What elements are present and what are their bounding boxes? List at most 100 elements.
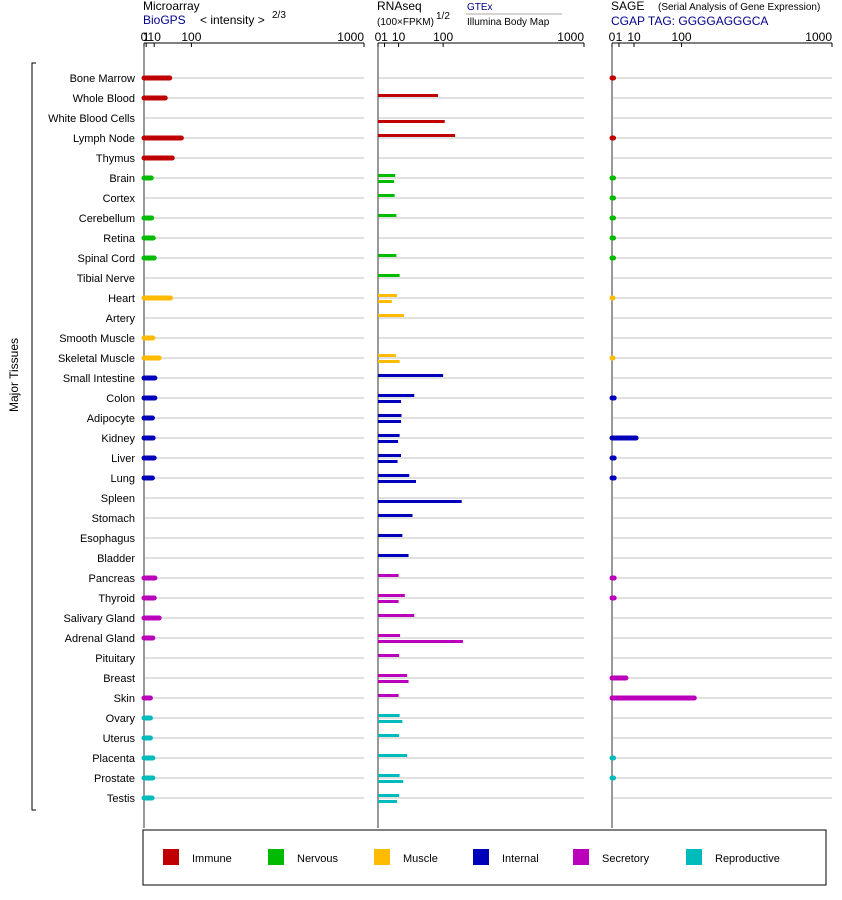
sage-tick-label: 10 [627, 30, 641, 44]
tissue-labels: Bone Marrow Whole Blood White Blood Cells L… [48, 73, 136, 805]
rnaseq-illumina-bar [378, 420, 402, 423]
tissue-label: Lymph Node [73, 133, 135, 145]
rnaseq-gtex-bar [378, 454, 402, 457]
legend-swatch-immune [163, 849, 179, 865]
rnaseq-gtex-bar [378, 354, 396, 357]
tissue-label: Spinal Cord [78, 253, 135, 265]
rnaseq-illumina-bar [378, 300, 392, 303]
microarray-tick-label: 1000 [337, 30, 364, 44]
rnaseq-illumina-bar [378, 780, 404, 783]
rnaseq-illumina-bar [378, 600, 399, 603]
rnaseq-illumina-bar [378, 680, 409, 683]
tissue-label: Colon [106, 393, 135, 405]
y-axis-bracket [31, 62, 36, 811]
tissue-label: Adipocyte [87, 413, 135, 425]
rnaseq-tick-label: 10 [392, 30, 406, 44]
legend-swatch-internal [473, 849, 489, 865]
rnaseq-illumina-bar [378, 500, 462, 503]
sage-tick-label: 0 [609, 30, 616, 44]
tissue-label: Spleen [101, 493, 135, 505]
sage-tick-label: 1 [616, 30, 623, 44]
tissue-label: Prostate [94, 773, 135, 785]
tissue-label: Small Intestine [63, 373, 135, 385]
rnaseq-tick-label: 1 [381, 30, 388, 44]
rnaseq-gtex-bar [378, 754, 408, 757]
rnaseq-illumina-bar [378, 440, 399, 443]
tissue-label: Heart [108, 293, 135, 305]
rnaseq-gtex-bar [378, 194, 395, 197]
tissue-label: Whole Blood [73, 93, 135, 105]
rnaseq-gtex-bar [378, 254, 397, 257]
legend-swatch-muscle [374, 849, 390, 865]
rnaseq-gtex-bar [378, 554, 409, 557]
rnaseq-gtex-bar [378, 774, 400, 777]
rnaseq-illumina-bar [378, 640, 463, 643]
microarray-tick-label: 1 [143, 30, 150, 44]
tissue-label: Esophagus [80, 533, 136, 545]
rnaseq-unit: (100×FPKM) [377, 17, 434, 28]
tissue-label: Cortex [103, 193, 136, 205]
rnaseq-illumina-bar [378, 800, 397, 803]
sage-tick-label: 100 [672, 30, 692, 44]
rnaseq-illumina-bar [378, 360, 400, 363]
rnaseq-gtex-bar [378, 514, 413, 517]
rnaseq-illumina-bar [378, 480, 416, 483]
tissue-label: Testis [107, 793, 136, 805]
rnaseq-gtex-bar [378, 734, 400, 737]
tissue-label: Thyroid [98, 593, 135, 605]
tissue-label: Kidney [101, 433, 135, 445]
rnaseq-gtex-bar [378, 794, 400, 797]
rnaseq-gtex-bar [378, 574, 399, 577]
rnaseq-gtex-bar [378, 394, 415, 397]
tissue-label: Retina [103, 233, 136, 245]
legend-label-secretory: Secretory [602, 853, 650, 865]
tissue-label: Cerebellum [79, 213, 135, 225]
microarray-tick-label: 10 [148, 30, 162, 44]
tissue-label: Lung [111, 473, 135, 485]
microarray-tick-label: 0 [141, 30, 148, 44]
tissue-label: Pancreas [89, 573, 136, 585]
rnaseq-tick-label: 100 [433, 30, 453, 44]
rnaseq-gtex-bar [378, 614, 415, 617]
rnaseq-gtex-bar [378, 434, 400, 437]
tissue-label: Stomach [92, 513, 135, 525]
legend: Immune Nervous Muscle Internal Secretory Repr… [163, 849, 780, 865]
rnaseq-gtex-bar [378, 94, 439, 97]
rnaseq-title: RNAseq [377, 0, 422, 13]
legend-swatch-secretory [573, 849, 589, 865]
legend-swatch-reproductive [686, 849, 702, 865]
tissue-label: Thymus [96, 153, 136, 165]
sage-title: SAGE [611, 0, 644, 13]
rnaseq-gtex-bar [378, 534, 403, 537]
rnaseq-series-illumina: Illumina Body Map [467, 17, 550, 28]
rnaseq-illumina-bar [378, 400, 402, 403]
tissue-label: Pituitary [95, 653, 135, 665]
rnaseq-series-gtex: GTEx [467, 2, 493, 13]
legend-label-immune: Immune [192, 853, 232, 865]
rnaseq-gtex-bar [378, 314, 405, 317]
rnaseq-gtex-bar [378, 134, 456, 137]
tissue-label: Bone Marrow [70, 73, 135, 85]
legend-label-nervous: Nervous [297, 853, 338, 865]
tissue-label: Salivary Gland [63, 613, 135, 625]
rnaseq-tick-label: 0 [375, 30, 382, 44]
tissue-label: Placenta [92, 753, 136, 765]
tissue-label: Smooth Muscle [59, 333, 135, 345]
sage-tag: CGAP TAG: GGGGAGGGCA [611, 14, 768, 28]
rnaseq-gtex-bar [378, 634, 401, 637]
rnaseq-gtex-bar [378, 654, 400, 657]
rnaseq-gtex-bar [378, 274, 400, 277]
tissue-label: Artery [106, 313, 136, 325]
legend-label-muscle: Muscle [403, 853, 438, 865]
rnaseq-illumina-bar [378, 120, 445, 123]
microarray-unit-exponent: 2/3 [272, 10, 286, 21]
tissue-label: Bladder [97, 553, 135, 565]
tissue-label: White Blood Cells [48, 113, 135, 125]
microarray-tick-label: 100 [181, 30, 201, 44]
rnaseq-gtex-bar [378, 214, 397, 217]
tissue-label: Uterus [103, 733, 136, 745]
legend-label-internal: Internal [502, 853, 539, 865]
microarray-unit: < intensity > [200, 13, 265, 27]
rnaseq-gtex-bar [378, 694, 399, 697]
